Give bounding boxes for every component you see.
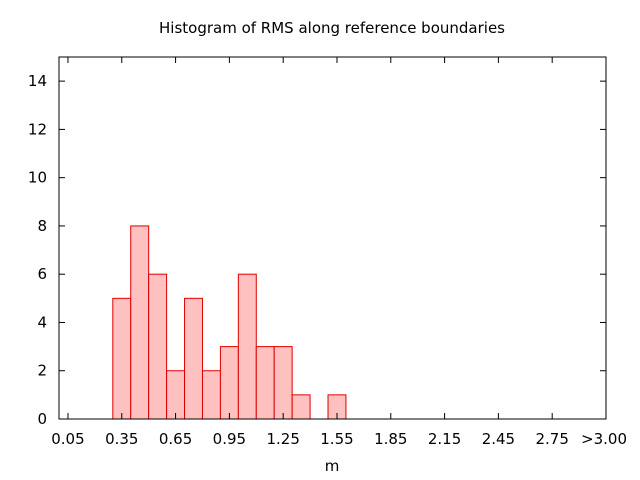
histogram-bar <box>255 346 275 420</box>
x-tick-label: 0.35 <box>105 430 138 448</box>
plot-frame <box>58 56 607 420</box>
bars-group <box>112 225 347 420</box>
histogram-bar <box>130 225 150 420</box>
y-tick-label: 12 <box>28 120 47 138</box>
x-tick-label: 2.75 <box>535 430 568 448</box>
x-tick-label: 0.95 <box>213 430 246 448</box>
x-tick-label: 1.25 <box>266 430 299 448</box>
x-tick-label: 2.45 <box>482 430 515 448</box>
histogram-bar <box>291 394 311 420</box>
histogram-bar <box>273 346 293 420</box>
x-tick-label: 0.65 <box>159 430 192 448</box>
x-tick-label: 2.15 <box>428 430 461 448</box>
histogram-bar <box>201 370 221 420</box>
histogram-bar <box>219 346 239 420</box>
x-tick-label: >3.00 <box>581 430 627 448</box>
chart-title: Histogram of RMS along reference boundar… <box>159 19 505 37</box>
x-tick-label: 0.05 <box>51 430 84 448</box>
x-tick-label: 1.55 <box>320 430 353 448</box>
histogram-bar <box>112 297 132 420</box>
y-tick-label: 14 <box>28 72 47 90</box>
histogram-bar <box>148 273 168 420</box>
y-tick-label: 2 <box>37 362 47 380</box>
y-tick-label: 6 <box>37 265 47 283</box>
y-tick-label: 4 <box>37 313 47 331</box>
histogram-bar <box>237 273 257 420</box>
ticks-group: 0 2 4 6 8 10 12 14 0.05 0.35 0.65 0.95 1.25 1.55 1.85 2… <box>28 57 627 448</box>
x-tick-label: 1.85 <box>374 430 407 448</box>
y-tick-label: 10 <box>28 169 47 187</box>
histogram-bar <box>166 370 186 420</box>
y-tick-label: 8 <box>37 217 47 235</box>
x-axis-label: m <box>325 457 340 475</box>
y-tick-label: 0 <box>37 410 47 428</box>
histogram-bar <box>184 297 203 420</box>
